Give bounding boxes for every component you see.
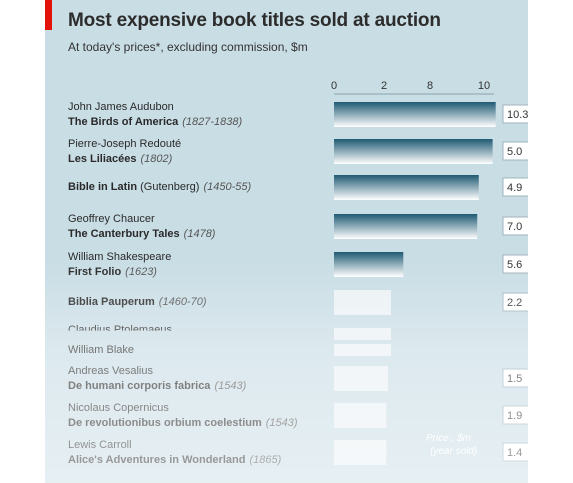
- price-value: 7.0: [507, 221, 522, 233]
- row-date-text: (1460-70): [159, 296, 207, 308]
- row-title-text: Alice's Adventures in Wonderland: [68, 454, 245, 466]
- row-title-text: The Birds of America: [68, 116, 179, 128]
- bar: [334, 214, 478, 239]
- bar-row: Bible in Latin (Gutenberg) (1450-55) 4.9: [68, 175, 539, 200]
- row-author-label: Pierre-Joseph Redouté: [68, 138, 181, 150]
- row-date-text: (1802): [141, 153, 173, 165]
- bar-row: William Shakespeare First Folio (1623) 5.6: [68, 251, 539, 278]
- price-value: 5.0: [507, 146, 522, 158]
- price-header-label: Price , $m: [426, 433, 471, 444]
- row-author-label: Nicolaus Copernicus: [68, 402, 169, 414]
- bar-row: Biblia Pauperum (1460-70) 2.2: [68, 290, 539, 315]
- row-title-text: Biblia Pauperum: [68, 296, 155, 308]
- row-date-text: (1865): [249, 454, 281, 466]
- row-title-text: Les Liliacées: [68, 153, 137, 165]
- row-title-label: Les Liliacées (1802): [68, 153, 173, 165]
- chart-subtitle: At today's prices*, excluding commission…: [68, 40, 308, 54]
- row-date-text: (1543): [214, 380, 246, 392]
- row-author-label: Geoffrey Chaucer: [68, 213, 155, 225]
- price-value: 1.5: [507, 373, 522, 385]
- row-title-label: The Birds of America (1827-1838): [68, 116, 243, 128]
- row-author-label: William Shakespeare: [68, 251, 171, 263]
- row-author-label: Claudius Ptolemaeus: [68, 324, 172, 336]
- row-title-suffix: (Gutenberg): [137, 181, 199, 193]
- bar: [334, 290, 391, 315]
- bar: [334, 102, 496, 127]
- row-title-text: De revolutionibus orbium coelestium: [68, 417, 262, 429]
- row-date-text: (1827-1838): [182, 116, 242, 128]
- chart-title: Most expensive book titles sold at aucti…: [68, 10, 441, 31]
- row-author-label: Lewis Carroll: [68, 439, 132, 451]
- x-tick-label: 8: [427, 80, 433, 92]
- price-value: 1.9: [507, 410, 522, 422]
- x-tick-label: 10: [478, 80, 490, 92]
- row-title-text: Bible in Latin: [68, 181, 137, 193]
- brand-red-mark: [45, 0, 52, 30]
- price-value: 2.2: [507, 297, 522, 309]
- x-tick-label: 0: [331, 80, 337, 92]
- row-title-label: Alice's Adventures in Wonderland (1865): [68, 454, 282, 466]
- bar: [334, 440, 387, 465]
- row-title-label: Bible in Latin (Gutenberg) (1450-55): [68, 181, 251, 193]
- price-value: 10.3: [507, 109, 528, 121]
- bar-row: Nicolaus Copernicus De revolutionibus orb…: [68, 402, 539, 429]
- row-title-text: The Canterbury Tales: [68, 228, 180, 240]
- bar: [334, 328, 391, 340]
- price-value: 5.6: [507, 259, 522, 271]
- bar-row: Geoffrey Chaucer The Canterbury Tales (147…: [68, 213, 539, 240]
- x-tick-label: 2: [381, 80, 387, 92]
- row-author-label: William Blake: [68, 344, 134, 356]
- bar: [334, 366, 388, 391]
- row-author-label: John James Audubon: [68, 101, 174, 113]
- bar: [334, 175, 479, 200]
- bar: [334, 252, 404, 277]
- bar-row: Claudius Ptolemaeus: [68, 324, 391, 340]
- row-date-text: (1623): [125, 266, 157, 278]
- row-title-label: Biblia Pauperum (1460-70): [68, 296, 207, 308]
- row-title-text: De humani corporis fabrica: [68, 380, 211, 392]
- year-sold-label: (year sold): [430, 446, 477, 457]
- row-title-text: First Folio: [68, 266, 121, 278]
- row-title-label: The Canterbury Tales (1478): [68, 228, 216, 240]
- row-date-text: (1478): [184, 228, 216, 240]
- bar-row: John James Audubon The Birds of America (1…: [68, 101, 539, 128]
- bar-row: Andreas Vesalius De humani corporis fabri…: [68, 365, 539, 392]
- row-title-label: De humani corporis fabrica (1543): [68, 380, 247, 392]
- bar-row: Pierre-Joseph Redouté Les Liliacées (1802)…: [68, 138, 539, 165]
- row-author-label: Andreas Vesalius: [68, 365, 153, 377]
- row-title-label: De revolutionibus orbium coelestium (1543…: [68, 417, 298, 429]
- row-date-text: (1450-55): [203, 181, 251, 193]
- bar: [334, 344, 391, 356]
- bar: [334, 139, 493, 164]
- bar-row: William Blake: [68, 344, 391, 356]
- row-title-label: First Folio (1623): [68, 266, 157, 278]
- price-value: 4.9: [507, 182, 522, 194]
- bar: [334, 403, 387, 428]
- row-date-text: (1543): [266, 417, 298, 429]
- price-value: 1.4: [507, 447, 522, 459]
- right-crop-edge: [528, 0, 573, 483]
